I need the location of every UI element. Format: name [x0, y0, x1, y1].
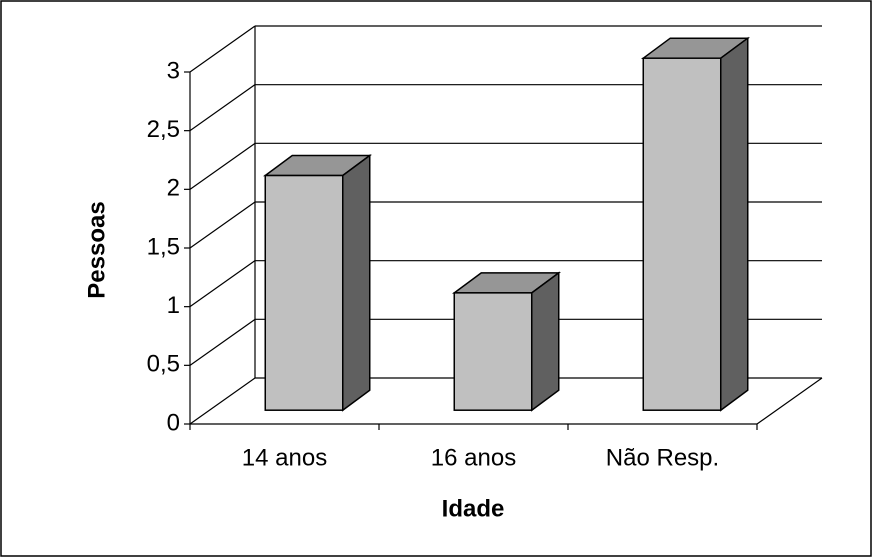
- y-tick-label: 1: [167, 292, 180, 319]
- grid-line-side: [189, 260, 256, 308]
- y-tick-label: 0,5: [147, 351, 180, 378]
- grid-line-side: [189, 201, 256, 249]
- y-tick-label: 2: [167, 175, 180, 202]
- y-tick-label: 0: [167, 409, 180, 436]
- grid-line-side: [189, 142, 256, 190]
- floor-edge: [756, 377, 823, 425]
- x-axis-title: Idade: [442, 495, 505, 522]
- y-tick-label: 1,5: [147, 233, 180, 260]
- grid-line-side: [189, 84, 256, 132]
- bar: [264, 174, 344, 411]
- grid-line-side: [189, 377, 256, 425]
- x-tick-label: 14 anos: [242, 444, 327, 471]
- x-tick-label: Não Resp.: [606, 444, 719, 471]
- y-tick-label: 3: [167, 57, 180, 84]
- y-axis-title: Pessoas: [83, 201, 110, 298]
- y-tick-label: 2,5: [147, 116, 180, 143]
- grid-line-side: [189, 318, 256, 366]
- bar-side: [530, 271, 560, 412]
- x-tick-label: 16 anos: [431, 444, 516, 471]
- bar: [453, 292, 533, 411]
- bar: [642, 57, 722, 411]
- bar-side: [719, 36, 749, 412]
- bar-side: [341, 154, 371, 412]
- grid-line-side: [189, 25, 256, 73]
